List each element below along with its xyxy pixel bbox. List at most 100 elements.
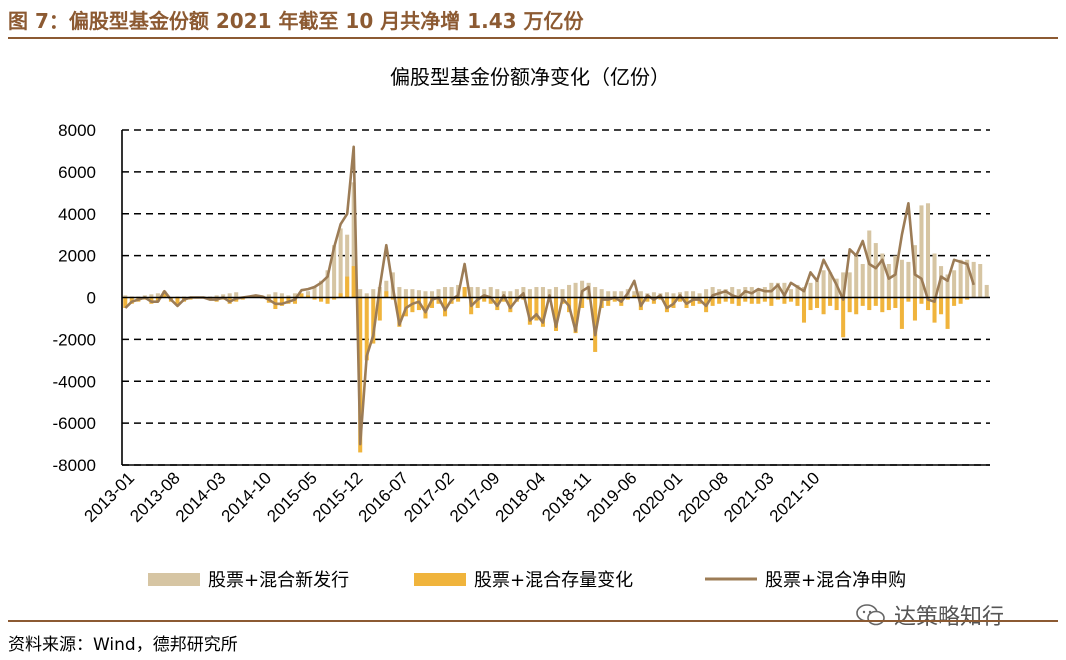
bar-stock-change [534,297,539,321]
bar-stock-change [162,291,167,298]
legend-swatch-new-issue [148,573,200,586]
bar-new-issue [234,292,239,298]
x-tick-label: 2013-01 [81,468,139,526]
bar-stock-change [769,297,774,306]
bar-stock-change [834,297,839,311]
bar-stock-change [932,297,937,323]
bar-new-issue [403,289,408,298]
bar-new-issue [227,293,232,298]
bar-stock-change [788,297,793,302]
bar-stock-change [508,297,513,313]
bar-stock-change [906,297,911,302]
y-tick-label: 0 [87,289,96,308]
bar-stock-change [482,297,487,302]
bar-stock-change [743,297,748,302]
bar-stock-change [377,297,382,321]
bar-new-issue [429,291,435,298]
bar-new-issue [155,293,160,298]
bar-new-issue [358,289,363,298]
bar-new-issue [436,289,441,298]
bar-stock-change [345,276,350,298]
bar-stock-change [958,297,963,304]
bar-stock-change [364,297,369,361]
bar-new-issue [847,272,852,298]
x-tick-label: 2014-03 [172,468,230,526]
bar-new-issue [958,259,963,298]
bar-new-issue [384,280,389,298]
bar-stock-change [782,297,787,304]
bar-stock-change [312,297,317,300]
bar-stock-change [821,297,826,315]
bar-new-issue [638,291,643,298]
bar-stock-change [456,297,461,302]
bar-stock-change [573,297,578,334]
bar-new-issue [925,203,931,298]
bar-new-issue [443,287,448,298]
bar-new-issue [149,294,154,298]
x-tick-label: 2015-12 [309,468,367,526]
bar-stock-change [736,297,741,306]
watermark: 达策略知行 [856,600,1004,630]
x-tick-label: 2016-07 [355,468,413,526]
bar-new-issue [338,228,343,298]
y-tick-label: 4000 [58,205,96,224]
bar-new-issue [841,272,846,298]
x-tick-label: 2013-08 [126,468,184,526]
bar-stock-change [429,297,435,308]
bar-new-issue [756,289,761,298]
bar-stock-change [606,297,611,306]
bar-stock-change [475,297,480,308]
bar-stock-change [808,297,813,311]
bar-stock-change [815,297,820,308]
bar-new-issue [351,182,356,298]
bar-new-issue [593,287,598,298]
bar-new-issue [508,291,513,298]
bar-new-issue [899,259,904,298]
bar-stock-change [723,297,728,302]
legend: 股票+混合新发行 股票+混合存量变化 股票+混合净申购 [148,570,906,591]
bar-stock-change [677,297,683,302]
bar-new-issue [495,289,500,298]
bar-stock-change [886,297,891,311]
bar-stock-change [925,297,931,311]
net-line-layer [124,145,975,446]
bar-stock-change [710,297,715,306]
bar-new-issue [286,295,291,298]
bar-stock-change [319,297,324,302]
bar-new-issue [553,287,559,298]
bar-stock-change [540,297,545,327]
bar-stock-change [553,297,559,331]
bottom-divider [8,620,1058,622]
y-tick-label: -2000 [53,330,96,349]
bar-stock-change [338,293,343,298]
bar-new-issue [906,261,911,298]
bar-new-issue [410,289,415,298]
bar-stock-change [775,297,780,300]
watermark-text: 达策略知行 [894,605,1005,630]
bar-new-issue [880,253,885,298]
bar-stock-change [593,297,598,352]
x-tick-label: 2015-05 [263,468,321,526]
bar-new-issue [123,295,128,298]
y-tick-label: -6000 [53,414,96,433]
bar-stock-change [488,297,493,304]
bar-new-issue [704,289,709,298]
bar-new-issue [449,287,454,298]
bar-new-issue [482,289,487,298]
bar-new-issue [527,289,532,298]
bar-stock-change [965,297,970,300]
bar-new-issue [815,280,820,298]
bar-stock-change [527,297,532,325]
bar-new-issue [279,293,284,298]
x-tick-label: 2019-06 [583,468,641,526]
bar-new-issue [599,289,604,298]
bar-new-issue [782,282,787,298]
bar-stock-change [351,266,356,298]
bar-new-issue [854,255,859,298]
bar-new-issue [612,291,617,298]
bar-stock-change [436,297,441,304]
bar-stock-change [893,297,898,308]
bar-stock-change [390,297,395,300]
bar-stock-change [841,297,846,338]
bar-stock-change [945,297,950,329]
